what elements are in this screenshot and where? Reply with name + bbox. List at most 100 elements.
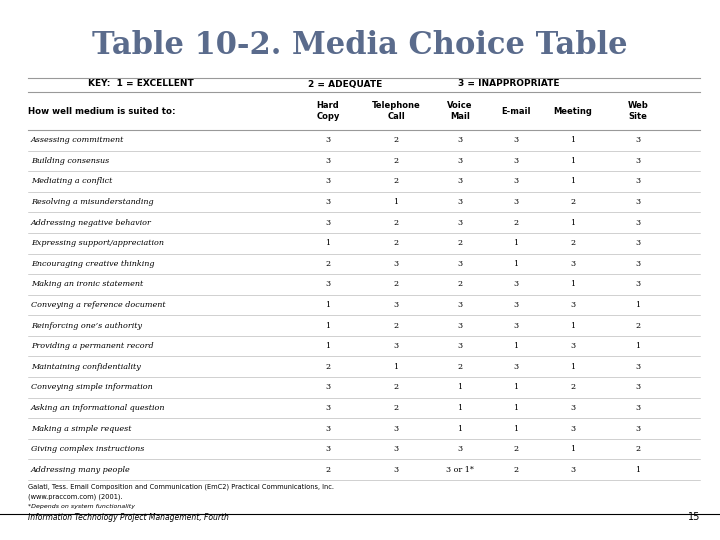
Text: 2: 2 bbox=[393, 280, 399, 288]
Text: 1: 1 bbox=[513, 239, 518, 247]
Text: How well medium is suited to:: How well medium is suited to: bbox=[28, 106, 176, 116]
Text: 3: 3 bbox=[513, 198, 518, 206]
Text: 2: 2 bbox=[393, 239, 399, 247]
Text: 2: 2 bbox=[457, 280, 462, 288]
Text: 3: 3 bbox=[457, 198, 462, 206]
Text: Assessing commitment: Assessing commitment bbox=[31, 136, 125, 144]
Text: 2: 2 bbox=[393, 136, 399, 144]
Text: 3: 3 bbox=[393, 260, 399, 268]
Text: 15: 15 bbox=[688, 512, 700, 522]
Text: Galati, Tess. Email Composition and Communication (EmC2) Practical Communication: Galati, Tess. Email Composition and Comm… bbox=[28, 484, 334, 490]
Text: 2: 2 bbox=[393, 383, 399, 392]
Text: 3: 3 bbox=[570, 465, 575, 474]
Text: Conveying simple information: Conveying simple information bbox=[31, 383, 153, 392]
Text: 2: 2 bbox=[393, 219, 399, 227]
Text: Meeting: Meeting bbox=[554, 106, 593, 116]
Text: 2: 2 bbox=[570, 198, 575, 206]
Text: 1: 1 bbox=[570, 363, 575, 371]
Text: Addressing many people: Addressing many people bbox=[31, 465, 131, 474]
Text: 2: 2 bbox=[513, 465, 518, 474]
Text: 2: 2 bbox=[325, 363, 330, 371]
Text: 3: 3 bbox=[457, 219, 462, 227]
Text: 3: 3 bbox=[513, 178, 518, 185]
Text: 1: 1 bbox=[325, 342, 330, 350]
Text: 3: 3 bbox=[513, 301, 518, 309]
Text: Asking an informational question: Asking an informational question bbox=[31, 404, 166, 412]
Text: 2: 2 bbox=[513, 445, 518, 453]
Text: 2: 2 bbox=[393, 157, 399, 165]
Text: 3: 3 bbox=[393, 424, 399, 433]
Text: 2: 2 bbox=[393, 178, 399, 185]
Text: 3: 3 bbox=[325, 198, 330, 206]
Text: 1: 1 bbox=[325, 239, 330, 247]
Text: 2: 2 bbox=[636, 445, 641, 453]
Text: 3: 3 bbox=[393, 301, 399, 309]
Text: 3: 3 bbox=[636, 260, 641, 268]
Text: 3 = INAPPROPRIATE: 3 = INAPPROPRIATE bbox=[458, 79, 559, 89]
Text: 3: 3 bbox=[325, 178, 330, 185]
Text: Resolving a misunderstanding: Resolving a misunderstanding bbox=[31, 198, 153, 206]
Text: 3: 3 bbox=[325, 445, 330, 453]
Text: 3: 3 bbox=[636, 219, 641, 227]
Text: 2: 2 bbox=[457, 363, 462, 371]
Text: Mediating a conflict: Mediating a conflict bbox=[31, 178, 112, 185]
Text: *Depends on system functionality: *Depends on system functionality bbox=[28, 504, 135, 509]
Text: Addressing negative behavior: Addressing negative behavior bbox=[31, 219, 152, 227]
Text: 1: 1 bbox=[457, 404, 462, 412]
Text: 2 = ADEQUATE: 2 = ADEQUATE bbox=[308, 79, 382, 89]
Text: 3: 3 bbox=[570, 424, 575, 433]
Text: 3: 3 bbox=[636, 363, 641, 371]
Text: 2: 2 bbox=[636, 322, 641, 329]
Text: 3: 3 bbox=[457, 322, 462, 329]
Text: 1: 1 bbox=[457, 383, 462, 392]
Text: Expressing support/appreciation: Expressing support/appreciation bbox=[31, 239, 164, 247]
Text: 3: 3 bbox=[513, 280, 518, 288]
Text: 1: 1 bbox=[570, 178, 575, 185]
Text: Giving complex instructions: Giving complex instructions bbox=[31, 445, 145, 453]
Text: 3: 3 bbox=[636, 424, 641, 433]
Text: 3: 3 bbox=[457, 342, 462, 350]
Text: 3: 3 bbox=[636, 157, 641, 165]
Text: 2: 2 bbox=[457, 239, 462, 247]
Text: 1: 1 bbox=[393, 363, 399, 371]
Text: Web
Site: Web Site bbox=[628, 102, 649, 121]
Text: 1: 1 bbox=[636, 301, 641, 309]
Text: 3: 3 bbox=[393, 445, 399, 453]
Text: 3: 3 bbox=[570, 301, 575, 309]
Text: 3 or 1*: 3 or 1* bbox=[446, 465, 474, 474]
Text: 3: 3 bbox=[636, 239, 641, 247]
Text: 3: 3 bbox=[636, 198, 641, 206]
Text: E-mail: E-mail bbox=[501, 106, 531, 116]
Text: 3: 3 bbox=[513, 363, 518, 371]
Text: 3: 3 bbox=[393, 342, 399, 350]
Text: 1: 1 bbox=[636, 342, 641, 350]
Text: 2: 2 bbox=[325, 260, 330, 268]
Text: 1: 1 bbox=[513, 424, 518, 433]
Text: Telephone
Call: Telephone Call bbox=[372, 102, 420, 121]
Text: 3: 3 bbox=[325, 280, 330, 288]
Text: 1: 1 bbox=[513, 383, 518, 392]
Text: 1: 1 bbox=[325, 322, 330, 329]
Text: 1: 1 bbox=[513, 342, 518, 350]
Text: 1: 1 bbox=[570, 136, 575, 144]
Text: 3: 3 bbox=[513, 157, 518, 165]
Text: 3: 3 bbox=[393, 465, 399, 474]
Text: (www.praccom.com) (2001).: (www.praccom.com) (2001). bbox=[28, 494, 122, 501]
Text: 3: 3 bbox=[457, 136, 462, 144]
Text: 1: 1 bbox=[393, 198, 399, 206]
Text: Providing a permanent record: Providing a permanent record bbox=[31, 342, 153, 350]
Text: 3: 3 bbox=[457, 178, 462, 185]
Text: 3: 3 bbox=[325, 219, 330, 227]
Text: 3: 3 bbox=[457, 157, 462, 165]
Text: 2: 2 bbox=[393, 322, 399, 329]
Text: 3: 3 bbox=[457, 260, 462, 268]
Text: 1: 1 bbox=[513, 260, 518, 268]
Text: Building consensus: Building consensus bbox=[31, 157, 109, 165]
Text: KEY:  1 = EXCELLENT: KEY: 1 = EXCELLENT bbox=[88, 79, 194, 89]
Text: Maintaining confidentiality: Maintaining confidentiality bbox=[31, 363, 140, 371]
Text: 3: 3 bbox=[325, 136, 330, 144]
Text: 3: 3 bbox=[570, 342, 575, 350]
Text: 3: 3 bbox=[513, 322, 518, 329]
Text: 3: 3 bbox=[570, 260, 575, 268]
Text: 2: 2 bbox=[513, 219, 518, 227]
